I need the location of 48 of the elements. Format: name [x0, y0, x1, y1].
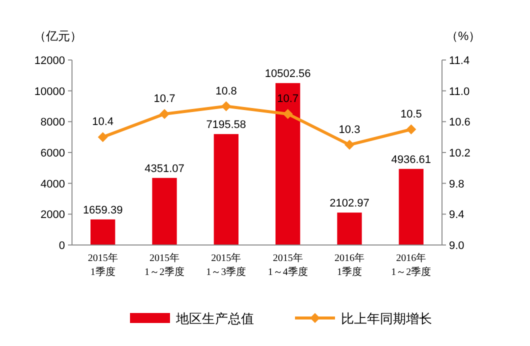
y2-tick-label: 11.0: [449, 86, 470, 98]
x-tick-label: 2015年 1季度: [88, 252, 118, 278]
data-label: 10.5: [400, 108, 422, 120]
data-label: 4351.07: [144, 162, 184, 175]
x-tick-label: 2015年 1～2季度: [144, 252, 184, 278]
y-tick-label: 6000: [40, 148, 65, 160]
bar: [337, 212, 362, 245]
y2-axis-title: （%）: [446, 29, 481, 43]
data-label: 2102.97: [330, 198, 370, 210]
legend-label: 比上年同期增长: [341, 311, 432, 326]
point: [221, 101, 232, 112]
y-tick-label: 12000: [34, 55, 65, 67]
bar: [276, 83, 300, 245]
bar: [152, 178, 177, 245]
bar: [214, 134, 238, 245]
data-label: 4936.61: [391, 154, 432, 166]
y-axis-title: （亿元）: [34, 29, 82, 43]
point: [98, 132, 108, 142]
y2-tick-label: 9.0: [449, 240, 464, 252]
data-label: 7195.58: [206, 119, 246, 132]
x-tick-label: 2015年 1～3季度: [206, 252, 246, 278]
data-label: 10.4: [92, 116, 114, 128]
point: [406, 124, 416, 134]
y2-tick-label: 9.8: [449, 178, 464, 190]
bar: [398, 168, 424, 245]
y-tick-label: 0: [58, 240, 65, 252]
x-tick-label: 2015年 1～4季度: [268, 252, 308, 278]
y-tick-label: 2000: [40, 209, 65, 222]
data-label: 10502.56: [264, 68, 311, 80]
y-tick-label: 10000: [34, 86, 65, 98]
point: [160, 108, 170, 119]
data-label: 10.3: [338, 124, 360, 136]
y2-tick-label: 10.2: [449, 148, 470, 160]
bar: [90, 219, 116, 245]
y2-tick-label: 11.4: [449, 55, 470, 67]
point: [344, 140, 354, 150]
x-tick-label: 2016年 1季度: [334, 252, 364, 278]
data-label: 10.7: [154, 92, 176, 105]
y-tick-label: 8000: [40, 116, 65, 129]
y-tick-label: 4000: [40, 178, 65, 190]
data-label: 10.7: [277, 92, 299, 105]
data-label: 1659.39: [82, 204, 123, 216]
y2-tick-label: 10.6: [449, 116, 470, 129]
legend-label: 地区生产总值: [175, 311, 254, 326]
y2-tick-label: 9.4: [449, 209, 464, 222]
x-tick-label: 2016年 1～2季度: [391, 252, 432, 278]
data-label: 10.8: [215, 85, 237, 98]
point: [282, 108, 293, 119]
